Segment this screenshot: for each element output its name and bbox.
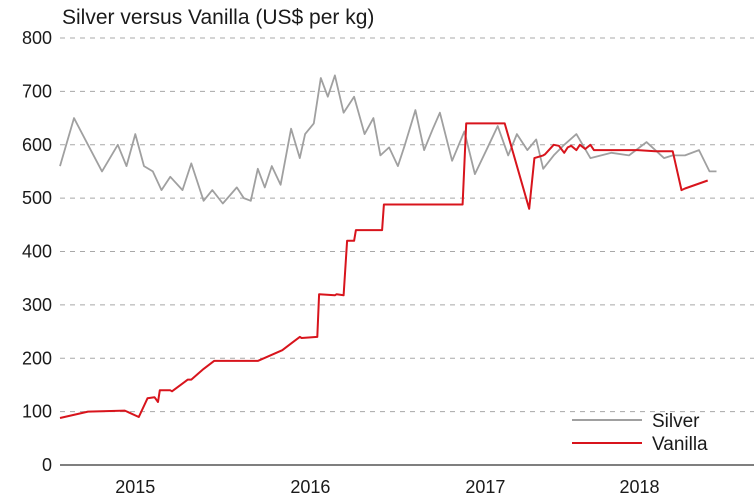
y-tick-label: 100 [22,402,52,422]
chart-title: Silver versus Vanilla (US$ per kg) [62,6,374,29]
y-tick-label: 300 [22,295,52,315]
y-tick-label: 400 [22,242,52,262]
legend-label-silver: Silver [652,411,700,432]
y-tick-label: 0 [42,455,52,475]
y-tick-label: 700 [22,81,52,101]
x-tick-label: 2015 [115,477,155,497]
y-tick-label: 600 [22,135,52,155]
x-tick-labels: 2015 2016 2017 2018 [115,477,659,497]
series-line-vanilla [59,122,709,419]
legend-label-vanilla: Vanilla [652,434,708,455]
x-tick-label: 2016 [290,477,330,497]
x-tick-label: 2017 [465,477,505,497]
y-tick-label: 800 [22,28,52,48]
x-tick-label: 2018 [619,477,659,497]
y-tick-labels: 0 100 200 300 400 500 600 700 800 [22,28,52,475]
series-line-silver [59,74,717,205]
y-tick-label: 200 [22,348,52,368]
y-tick-label: 500 [22,188,52,208]
series-lines [59,74,717,419]
